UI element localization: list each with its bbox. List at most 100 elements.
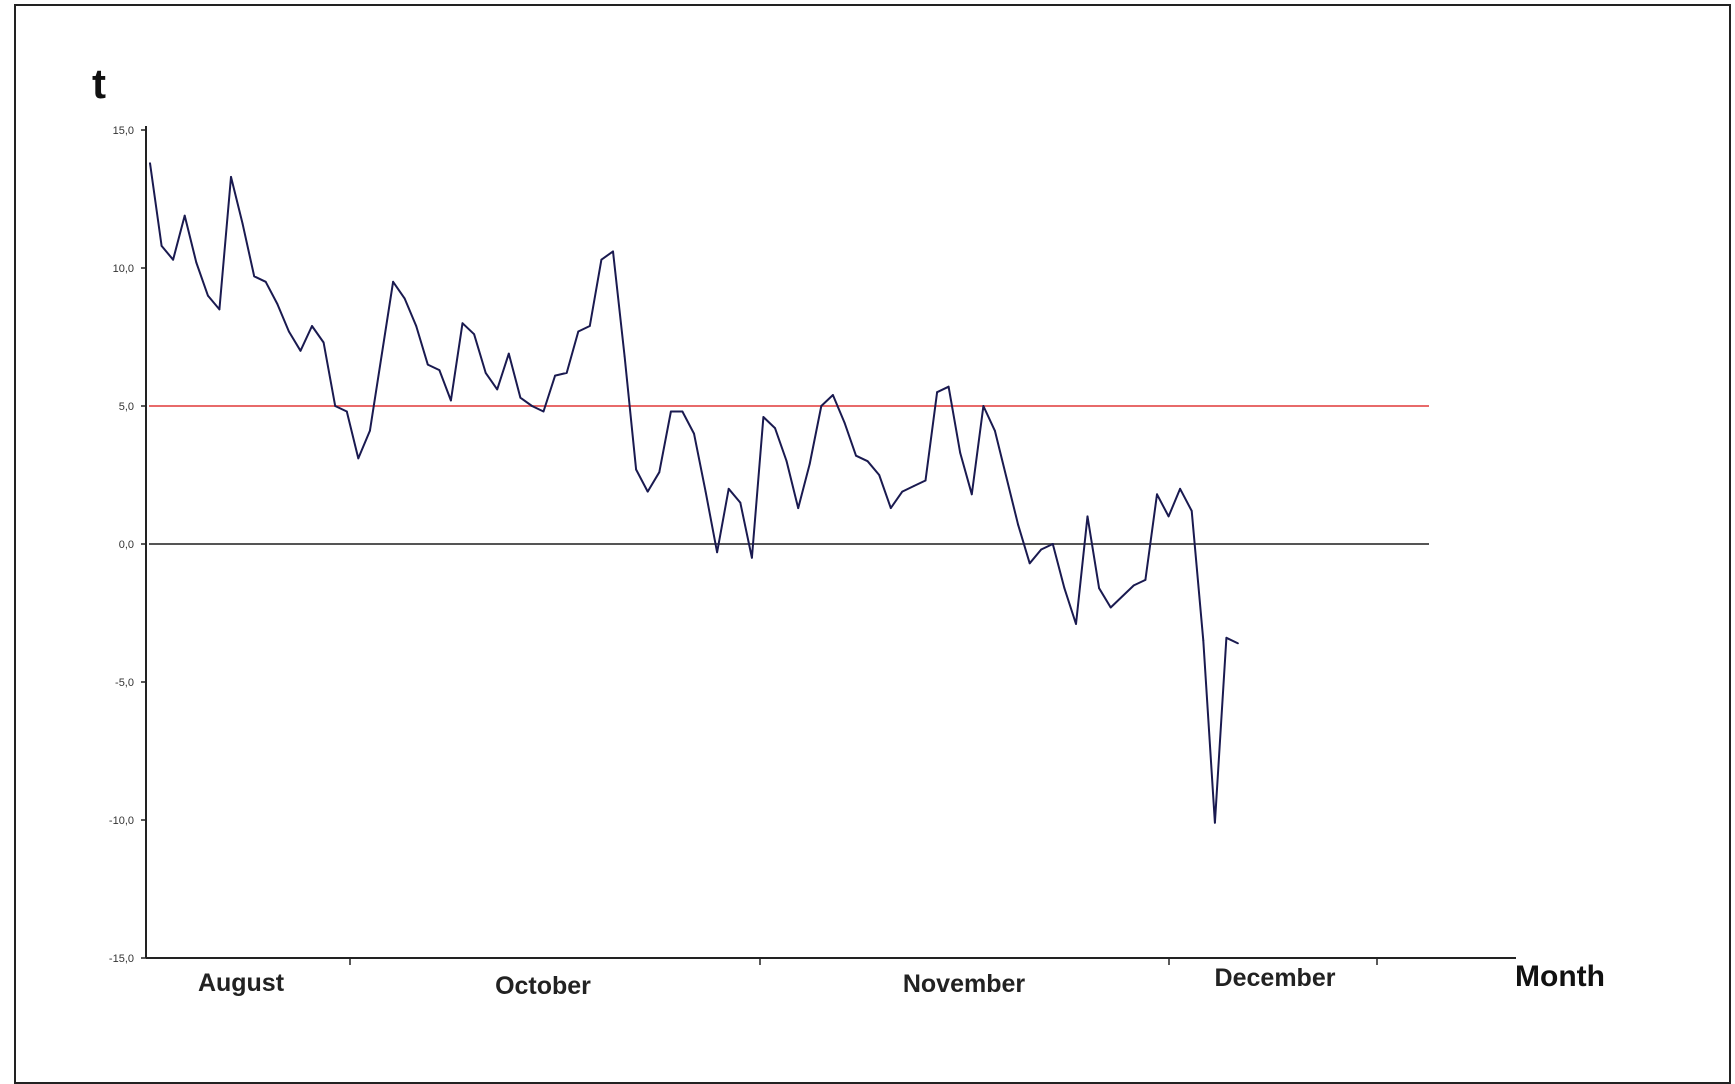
y-axis-title: t bbox=[92, 60, 106, 107]
data-point bbox=[149, 162, 151, 165]
data-point bbox=[994, 429, 996, 432]
data-point bbox=[426, 363, 429, 366]
data-point bbox=[322, 341, 325, 344]
data-point bbox=[704, 490, 707, 493]
x-axis-title: Month bbox=[1515, 960, 1605, 993]
data-point bbox=[207, 294, 209, 297]
data-point bbox=[496, 388, 499, 391]
data-point bbox=[739, 501, 742, 504]
data-point bbox=[288, 330, 290, 333]
data-point bbox=[716, 551, 718, 554]
data-point bbox=[924, 479, 927, 482]
data-point bbox=[438, 369, 441, 371]
series-line bbox=[149, 162, 1239, 824]
data-point bbox=[1144, 579, 1147, 581]
data-point bbox=[1098, 587, 1100, 590]
data-point bbox=[1063, 587, 1066, 590]
data-point bbox=[785, 460, 788, 463]
data-point bbox=[299, 349, 302, 352]
data-point bbox=[913, 485, 915, 487]
data-point bbox=[646, 490, 649, 493]
data-point bbox=[936, 391, 938, 394]
data-point bbox=[1179, 487, 1181, 490]
month-label: October bbox=[495, 972, 591, 1000]
y-tick-label: 10,0 bbox=[113, 263, 134, 275]
data-point bbox=[1005, 476, 1008, 479]
data-point bbox=[866, 460, 869, 463]
y-tick-label: 5,0 bbox=[119, 401, 134, 413]
data-point bbox=[1237, 642, 1239, 645]
data-point bbox=[484, 372, 487, 374]
data-point bbox=[762, 416, 765, 418]
data-point bbox=[357, 457, 360, 460]
data-point bbox=[1156, 493, 1158, 496]
data-point bbox=[612, 250, 614, 253]
data-point bbox=[334, 405, 337, 407]
data-point bbox=[1214, 821, 1216, 824]
data-point bbox=[241, 222, 244, 225]
data-point bbox=[727, 487, 730, 490]
series-group bbox=[149, 162, 1239, 824]
y-tick-label: -15,0 bbox=[109, 953, 134, 965]
data-point bbox=[623, 355, 626, 358]
data-point bbox=[1040, 548, 1043, 551]
data-point bbox=[1017, 523, 1019, 526]
data-point bbox=[670, 410, 672, 413]
data-point bbox=[1121, 595, 1124, 598]
data-point bbox=[450, 399, 452, 402]
data-point bbox=[577, 330, 580, 333]
data-point bbox=[1109, 606, 1112, 609]
data-point bbox=[855, 454, 857, 457]
y-tick-label: 0,0 bbox=[119, 539, 134, 551]
x-ticks: August October November December bbox=[198, 958, 1378, 1000]
data-point bbox=[1167, 515, 1170, 518]
data-point bbox=[843, 421, 846, 424]
data-point bbox=[565, 372, 568, 374]
y-ticks: 15,0 10,0 5,0 0,0 -5,0 -10,0 -15,0 bbox=[109, 125, 146, 965]
data-point bbox=[473, 333, 475, 336]
line-chart: 15,0 10,0 5,0 0,0 -5,0 -10,0 -15,0 August Octob… bbox=[92, 60, 1605, 1000]
y-tick-label: -10,0 bbox=[109, 815, 134, 827]
data-point bbox=[195, 261, 198, 264]
month-label: December bbox=[1215, 964, 1336, 992]
data-point bbox=[635, 468, 637, 471]
data-point bbox=[311, 325, 313, 327]
data-point bbox=[253, 275, 256, 278]
reference-lines bbox=[149, 405, 1429, 545]
data-point bbox=[542, 410, 545, 413]
data-point bbox=[820, 405, 823, 407]
data-point bbox=[403, 297, 406, 300]
data-point bbox=[588, 325, 591, 327]
data-point bbox=[808, 463, 811, 465]
data-point bbox=[160, 245, 163, 247]
data-point bbox=[415, 325, 418, 327]
data-point bbox=[878, 474, 881, 476]
data-point bbox=[554, 374, 556, 377]
data-point bbox=[600, 258, 603, 261]
data-point bbox=[369, 429, 371, 432]
data-point bbox=[1086, 515, 1089, 518]
axes bbox=[145, 126, 1516, 959]
data-point bbox=[970, 493, 973, 496]
data-point bbox=[1190, 510, 1193, 512]
data-point bbox=[507, 352, 510, 355]
data-point bbox=[889, 507, 892, 509]
data-point bbox=[947, 385, 950, 388]
data-point bbox=[774, 427, 776, 429]
data-point bbox=[230, 176, 232, 178]
data-point bbox=[183, 214, 186, 217]
data-point bbox=[901, 490, 904, 493]
data-point bbox=[1225, 636, 1228, 639]
data-point bbox=[797, 507, 800, 509]
month-label: November bbox=[903, 970, 1026, 998]
data-point bbox=[1132, 584, 1135, 587]
data-point bbox=[264, 280, 267, 283]
data-point bbox=[832, 394, 834, 396]
data-point bbox=[392, 280, 394, 283]
data-point bbox=[380, 355, 383, 358]
data-point bbox=[1051, 543, 1054, 545]
data-point bbox=[693, 432, 695, 435]
data-point bbox=[1202, 639, 1205, 642]
data-point bbox=[172, 258, 175, 261]
chart-frame: 15,0 10,0 5,0 0,0 -5,0 -10,0 -15,0 August Octob… bbox=[14, 4, 1731, 1084]
